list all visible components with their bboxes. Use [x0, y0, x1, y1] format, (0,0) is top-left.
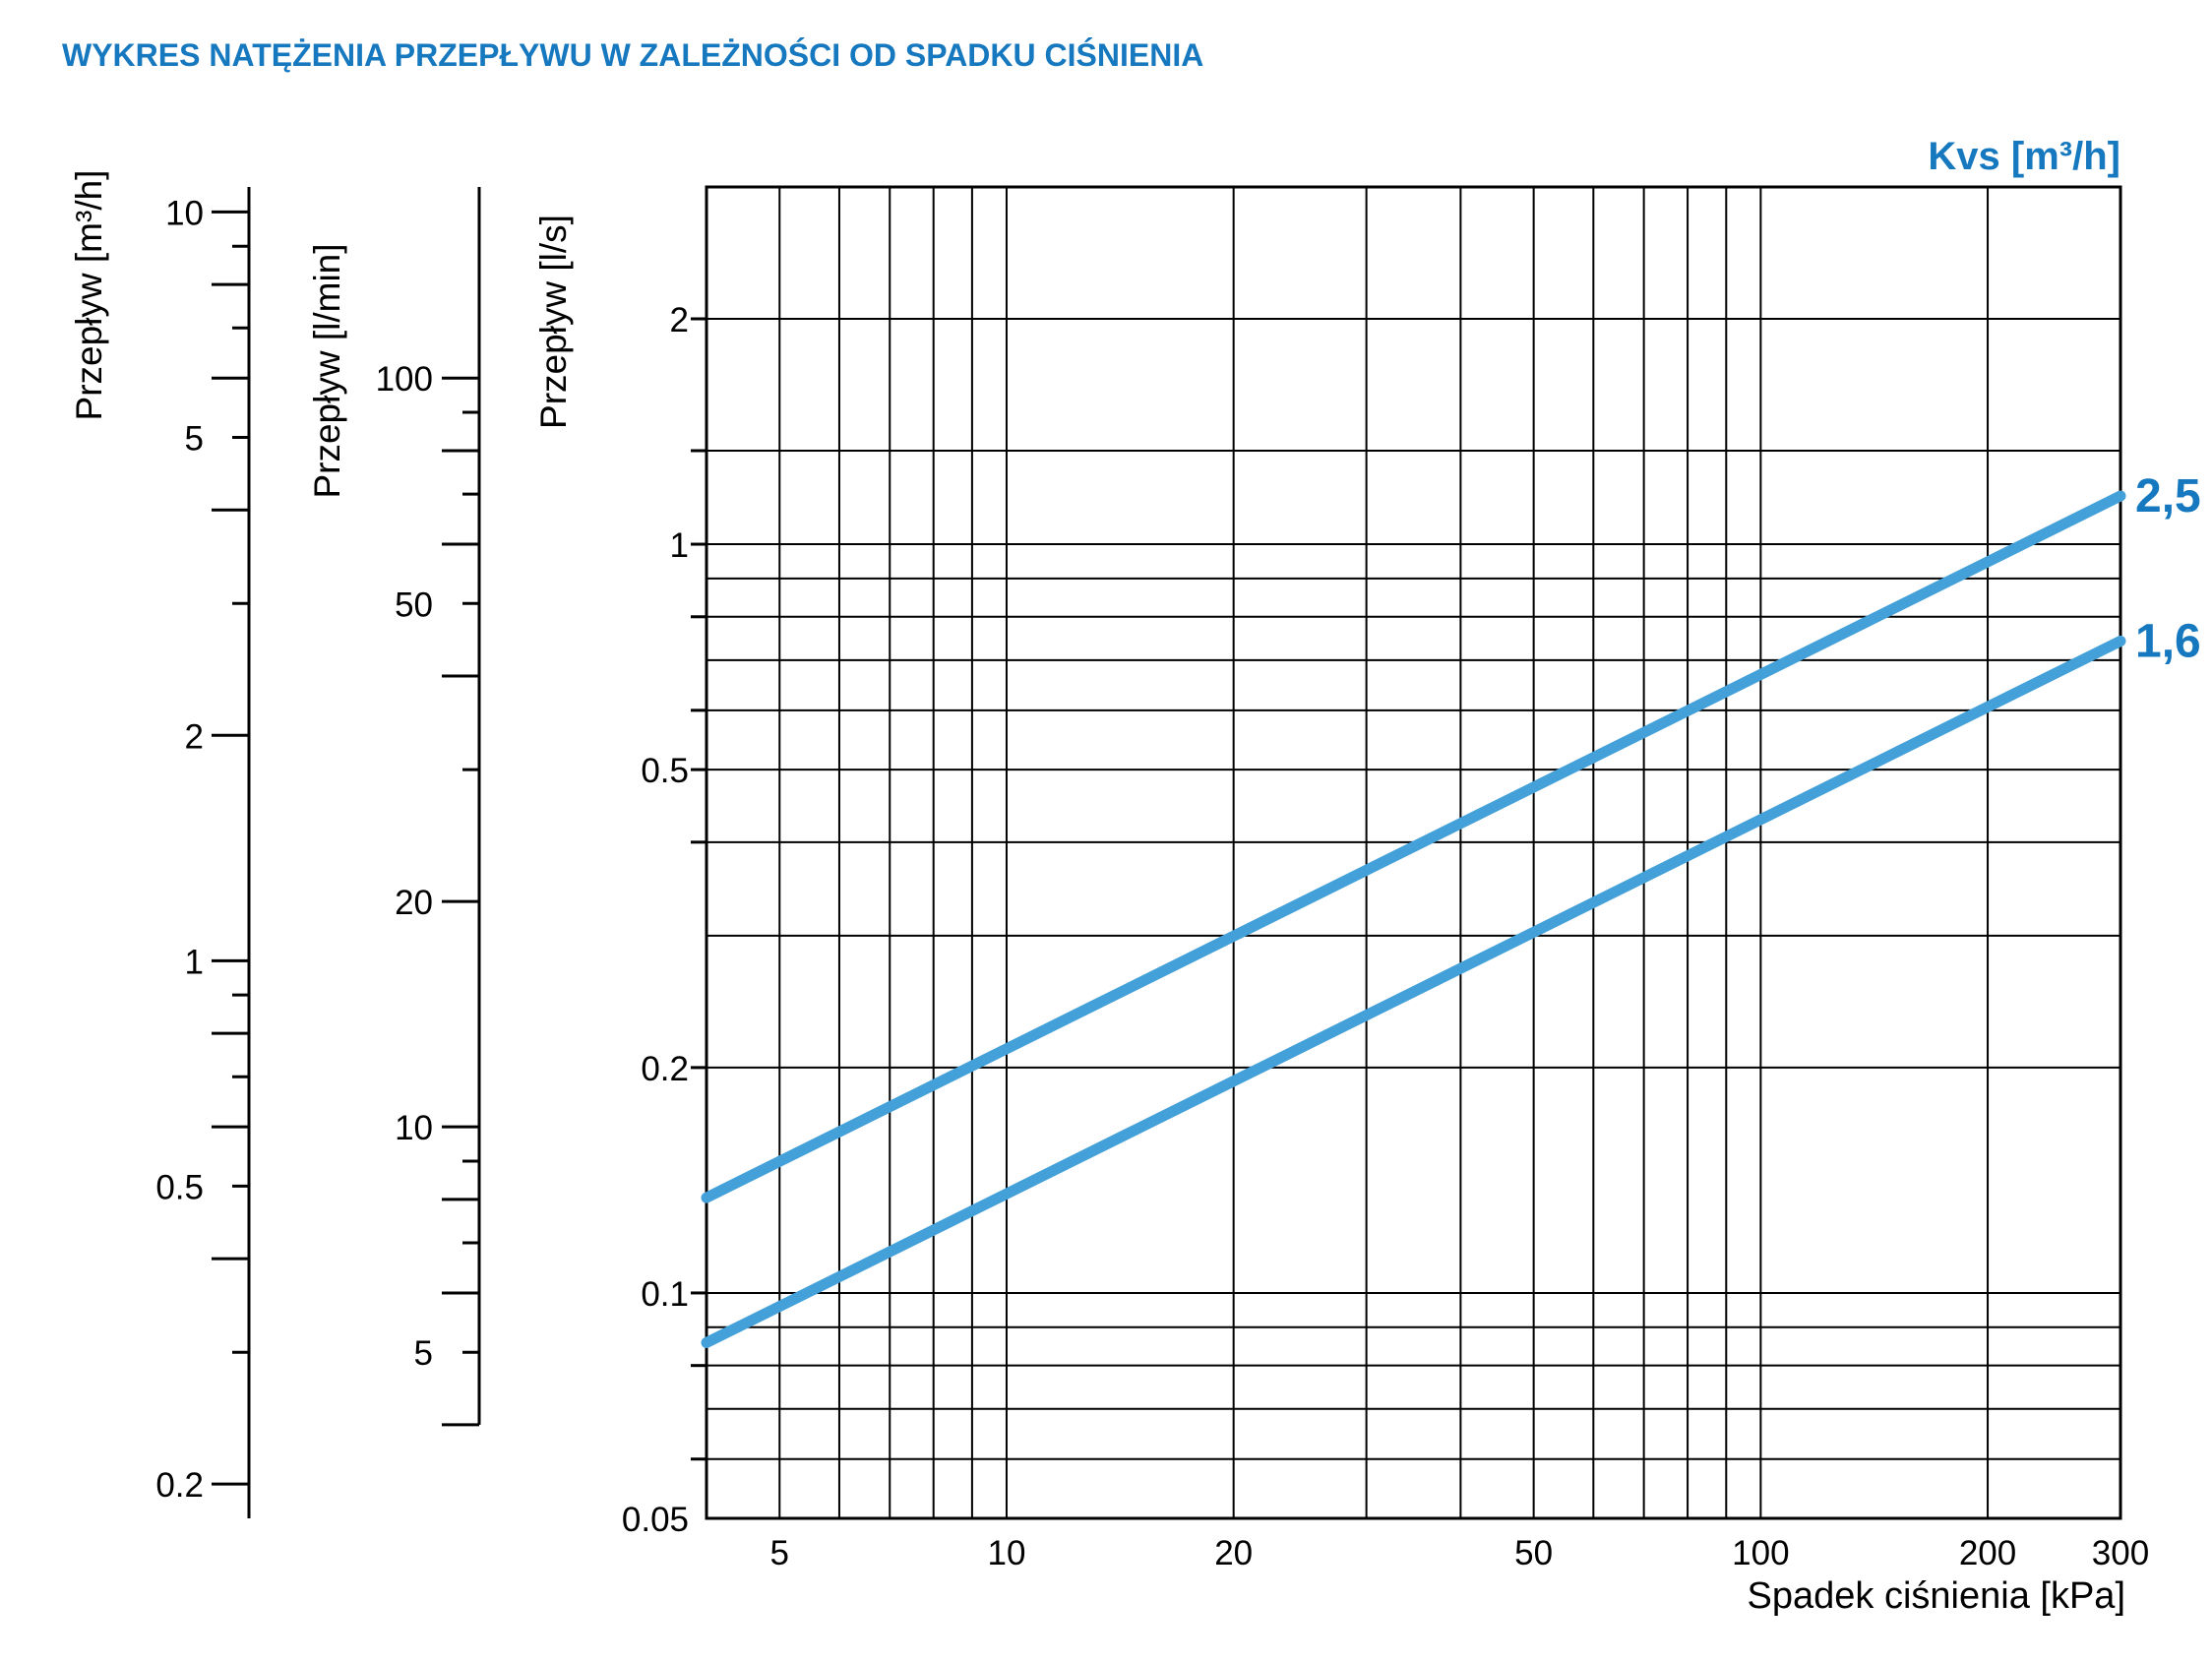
ruler-m3h-title: Przepływ [m³/h] [69, 170, 109, 421]
ruler-tick-label: 5 [414, 1334, 433, 1373]
ruler-tick-label: 2 [185, 717, 204, 756]
ruler-tick-label: 50 [395, 585, 433, 624]
ruler-tick-label: 5 [185, 419, 204, 458]
kvs-unit-label: Kvs [m³/h] [1928, 135, 2120, 178]
x-axis-tick-label: 10 [988, 1534, 1026, 1572]
page-title: WYKRES NATĘŻENIA PRZEPŁYWU W ZALEŻNOŚCI … [62, 37, 1204, 73]
x-axis-tick-label: 50 [1514, 1534, 1553, 1572]
plot-border [705, 185, 2122, 1520]
ruler-tick-label: 0.5 [155, 1168, 204, 1206]
x-axis-title: Spadek ciśnienia [kPa] [1748, 1575, 2125, 1617]
ruler-tick-label: 20 [395, 884, 433, 922]
y-axis-tick-label: 0.5 [641, 752, 689, 790]
y-axis-tick-label: 1 [670, 526, 689, 565]
chart-dynamic-layer: 2 1 0.5 0.2 0.1 0.05 5 10 20 50 100 200 300 10 5 2 1 0.5 0… [155, 185, 2201, 1572]
kvs-curve-label-2.5: 2,5 [2135, 470, 2201, 523]
kvs-curve-label-1.6: 1,6 [2135, 615, 2201, 667]
kvs-curve-1.6 [701, 635, 2126, 1348]
ruler-tick-label: 1 [185, 943, 204, 981]
x-axis-tick-label: 100 [1732, 1534, 1789, 1572]
x-axis-tick-label: 200 [1959, 1534, 2016, 1572]
ruler-tick-label: 0.2 [155, 1466, 204, 1505]
x-axis-tick-label: 300 [2092, 1534, 2149, 1572]
ruler-tick-label: 10 [165, 194, 204, 232]
y-axis-tick-label: 0.1 [641, 1275, 689, 1314]
x-axis-tick-label: 5 [770, 1534, 789, 1572]
y-axis-tick-label: 2 [670, 301, 689, 339]
ruler-lmin-title: Przepływ [l/min] [307, 243, 347, 498]
kvs-curve-2.5 [701, 490, 2126, 1203]
ruler-tick-label: 10 [395, 1109, 433, 1147]
y-axis-tick-label: 0.05 [622, 1501, 689, 1539]
x-axis-tick-label: 20 [1214, 1534, 1253, 1572]
y-axis-title: Przepływ [l/s] [533, 215, 574, 429]
ruler-tick-label: 100 [376, 360, 433, 399]
y-axis-tick-label: 0.2 [641, 1050, 689, 1088]
